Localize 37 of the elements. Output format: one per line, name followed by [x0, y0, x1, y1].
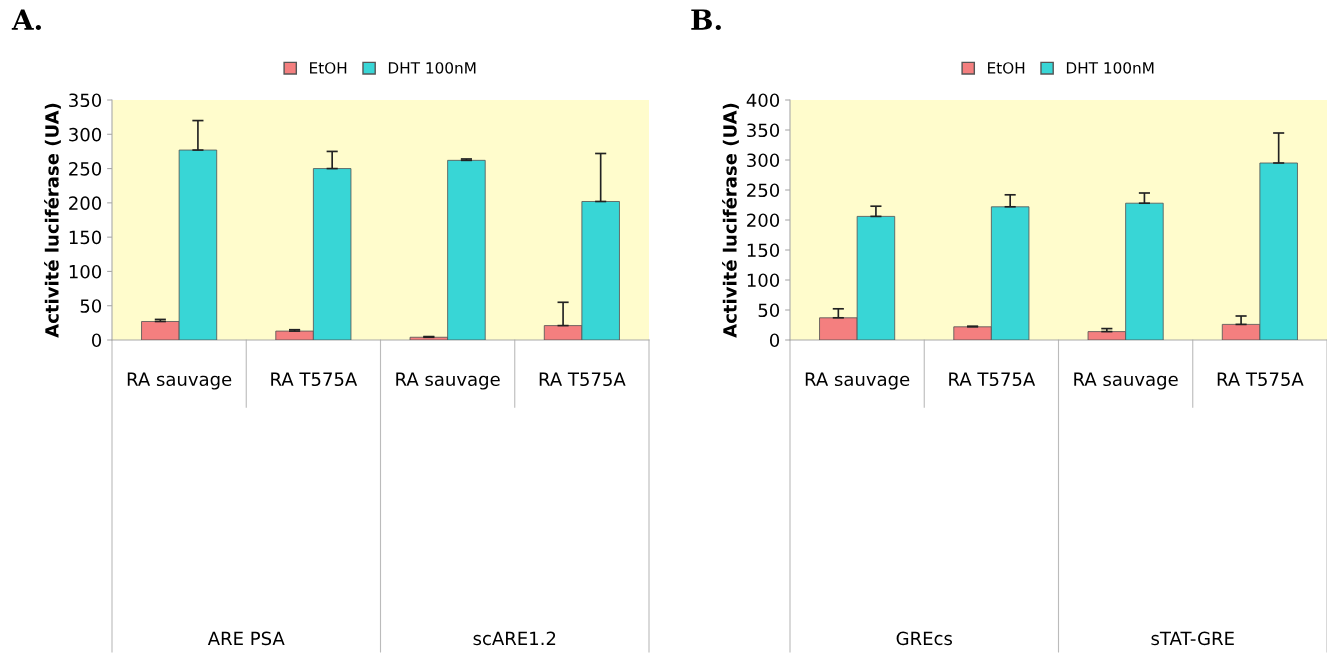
y-tick-label: 100	[747, 273, 780, 288]
y-tick-label: 350	[747, 123, 780, 138]
legend-label: EtOH	[988, 62, 1025, 74]
y-tick-label: 250	[747, 183, 780, 198]
legend-label: EtOH	[310, 62, 347, 74]
y-tick-label: 400	[746, 93, 780, 108]
chart-title: B.	[691, 9, 721, 31]
y-tick-label: 50	[80, 299, 102, 313]
x-tick-label: RA sauvage	[127, 372, 232, 390]
x-tick-label: RA T575A	[1217, 372, 1304, 387]
x-tick-label: RA sauvage	[805, 372, 910, 390]
text: GREcs	[896, 631, 953, 646]
y-tick-label: 300	[69, 127, 102, 142]
y-tick-label: 300	[747, 153, 780, 168]
y-tick-label: 150	[747, 243, 780, 258]
chart-title: A.	[11, 9, 41, 31]
y-tick-label: 250	[69, 162, 102, 176]
x-tick-label: RA T575A	[271, 372, 358, 387]
legend-label: DHT 100nM	[1066, 62, 1154, 74]
y-tick-label: 0	[91, 333, 102, 348]
legend-label: DHT 100nM	[388, 62, 476, 74]
text: sTAT-GRE	[1151, 631, 1234, 646]
x-tick-label: RA sauvage	[396, 372, 500, 390]
y-tick-label: 150	[69, 230, 102, 245]
y-tick-label: 350	[69, 93, 102, 108]
y-tick-label: 50	[758, 303, 780, 318]
y-axis-title: Activité luciférase (UA)	[722, 103, 739, 338]
text: ARE PSA	[207, 631, 285, 646]
y-tick-label: 200	[69, 196, 102, 210]
x-tick-label: RA T575A	[949, 372, 1036, 387]
y-tick-label: 0	[769, 333, 780, 348]
y-tick-label: 100	[69, 264, 102, 279]
text: scARE1.2	[473, 631, 556, 646]
x-tick-label: RA sauvage	[1074, 372, 1178, 390]
y-axis-title: Activité luciférase (UA)	[44, 103, 61, 338]
x-tick-label: RA T575A	[539, 372, 626, 387]
y-tick-label: 200	[747, 213, 780, 228]
